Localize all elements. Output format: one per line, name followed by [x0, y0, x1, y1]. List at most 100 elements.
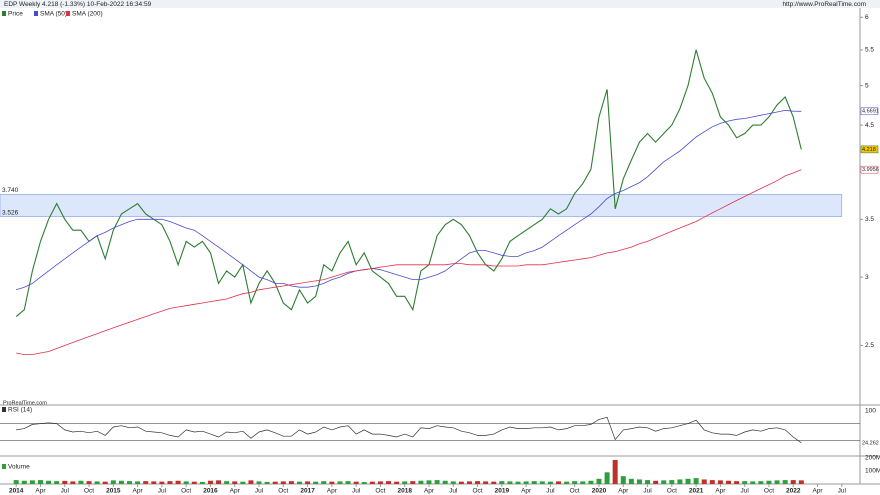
volume-bar	[313, 481, 319, 484]
volume-bar	[110, 480, 116, 484]
volume-bar	[798, 480, 804, 484]
legend-label: SMA (50)	[40, 11, 67, 18]
volume-bar	[701, 479, 707, 484]
volume-bar	[345, 481, 351, 484]
x-tick-label: Oct	[473, 488, 483, 495]
volume-bar	[669, 480, 675, 484]
volume-bar	[46, 480, 52, 484]
volume-bar	[774, 480, 780, 484]
x-tick-label: 2019	[495, 488, 510, 495]
volume-bar	[709, 480, 715, 484]
x-tick-label: Apr	[424, 488, 435, 495]
volume-bar	[717, 480, 723, 484]
last-value-label: 24.262	[862, 440, 879, 446]
series-line	[15, 49, 802, 318]
last-value-label: 4.6691	[862, 109, 879, 115]
legend-swatch	[2, 407, 6, 412]
volume-bar	[248, 480, 254, 484]
volume-bar	[766, 480, 772, 484]
volume-bar	[94, 481, 100, 484]
volume-bar	[191, 481, 197, 484]
volume-bar	[572, 481, 578, 484]
volume-bar	[199, 481, 205, 484]
rsi-line	[16, 416, 802, 444]
volume-bar	[175, 480, 181, 484]
volume-bar	[483, 481, 489, 484]
volume-bar	[394, 481, 400, 484]
y-tick-label: 200M	[865, 455, 880, 462]
volume-bar	[386, 481, 392, 484]
volume-bar	[661, 480, 667, 484]
source-link[interactable]: http://www.ProRealTime.com	[782, 1, 866, 8]
volume-bar	[21, 480, 27, 484]
last-value-label: 3.9956	[862, 167, 879, 173]
volume-bar	[734, 481, 740, 484]
volume-bar	[758, 481, 764, 484]
volume-bar	[685, 478, 691, 484]
legend-label: SMA (200)	[72, 11, 103, 18]
x-tick-label: Apr	[133, 488, 144, 495]
volume-bar	[539, 481, 545, 484]
volume-bar	[135, 481, 141, 484]
legend-swatch	[2, 11, 6, 16]
x-tick-label: Jul	[741, 488, 750, 495]
y-tick-label: 3	[865, 274, 869, 281]
volume-bar	[377, 481, 383, 484]
chart-title: EDP Weekly 4.218 (-1.33%) 10-Feb-2022 16…	[4, 1, 152, 8]
legend-swatch	[34, 11, 38, 16]
last-value-label: 4.218	[862, 147, 876, 153]
x-tick-label: Jul	[643, 488, 652, 495]
volume-bar	[118, 480, 124, 484]
volume-bar	[620, 476, 626, 484]
volume-bar	[256, 481, 262, 484]
volume-bar	[628, 478, 634, 484]
volume-bar	[645, 480, 651, 484]
volume-bar	[369, 481, 375, 484]
volume-bar	[127, 481, 133, 484]
volume-bar	[353, 481, 359, 484]
x-tick-label: 2022	[786, 488, 801, 495]
last-value-box	[860, 165, 879, 174]
y-tick-label: 5.5	[865, 47, 874, 54]
x-tick-label: Jul	[838, 488, 847, 495]
volume-bar	[321, 481, 327, 484]
volume-bar	[280, 481, 286, 484]
volume-bar	[458, 481, 464, 484]
volume-bar	[232, 481, 238, 484]
x-tick-label: Oct	[84, 488, 94, 495]
x-tick-label: 2018	[397, 488, 412, 495]
volume-bar	[224, 481, 230, 484]
y-tick-label: 100M	[865, 468, 880, 475]
volume-bar	[296, 481, 302, 484]
volume-bar	[159, 481, 165, 484]
legend-swatch	[66, 11, 70, 16]
x-tick-label: Oct	[278, 488, 288, 495]
volume-bar	[677, 479, 683, 484]
volume-bar	[693, 478, 699, 484]
volume-bar	[54, 481, 60, 484]
y-tick-label: 2.5	[865, 342, 874, 349]
watermark: ProRealTime.com	[3, 400, 47, 406]
header-bar	[0, 0, 880, 8]
volume-bar	[207, 480, 213, 484]
x-tick-label: Oct	[181, 488, 191, 495]
x-tick-label: Oct	[570, 488, 580, 495]
volume-bar	[37, 480, 43, 484]
x-tick-label: Apr	[715, 488, 726, 495]
last-value-box	[860, 145, 879, 154]
x-tick-label: 2014	[9, 488, 24, 495]
volume-bar	[86, 481, 92, 484]
volume-bar	[750, 481, 756, 484]
volume-bar	[305, 481, 311, 484]
y-tick-label: 6	[865, 14, 869, 21]
volume-bar	[13, 480, 19, 484]
volume-bar	[604, 472, 610, 484]
x-tick-label: 2017	[300, 488, 315, 495]
volume-bar	[450, 481, 456, 484]
x-tick-label: Jul	[255, 488, 264, 495]
volume-bar	[653, 480, 659, 484]
volume-bar	[475, 481, 481, 484]
rsi-title: RSI (14)	[8, 407, 32, 414]
volume-bar	[151, 481, 157, 484]
